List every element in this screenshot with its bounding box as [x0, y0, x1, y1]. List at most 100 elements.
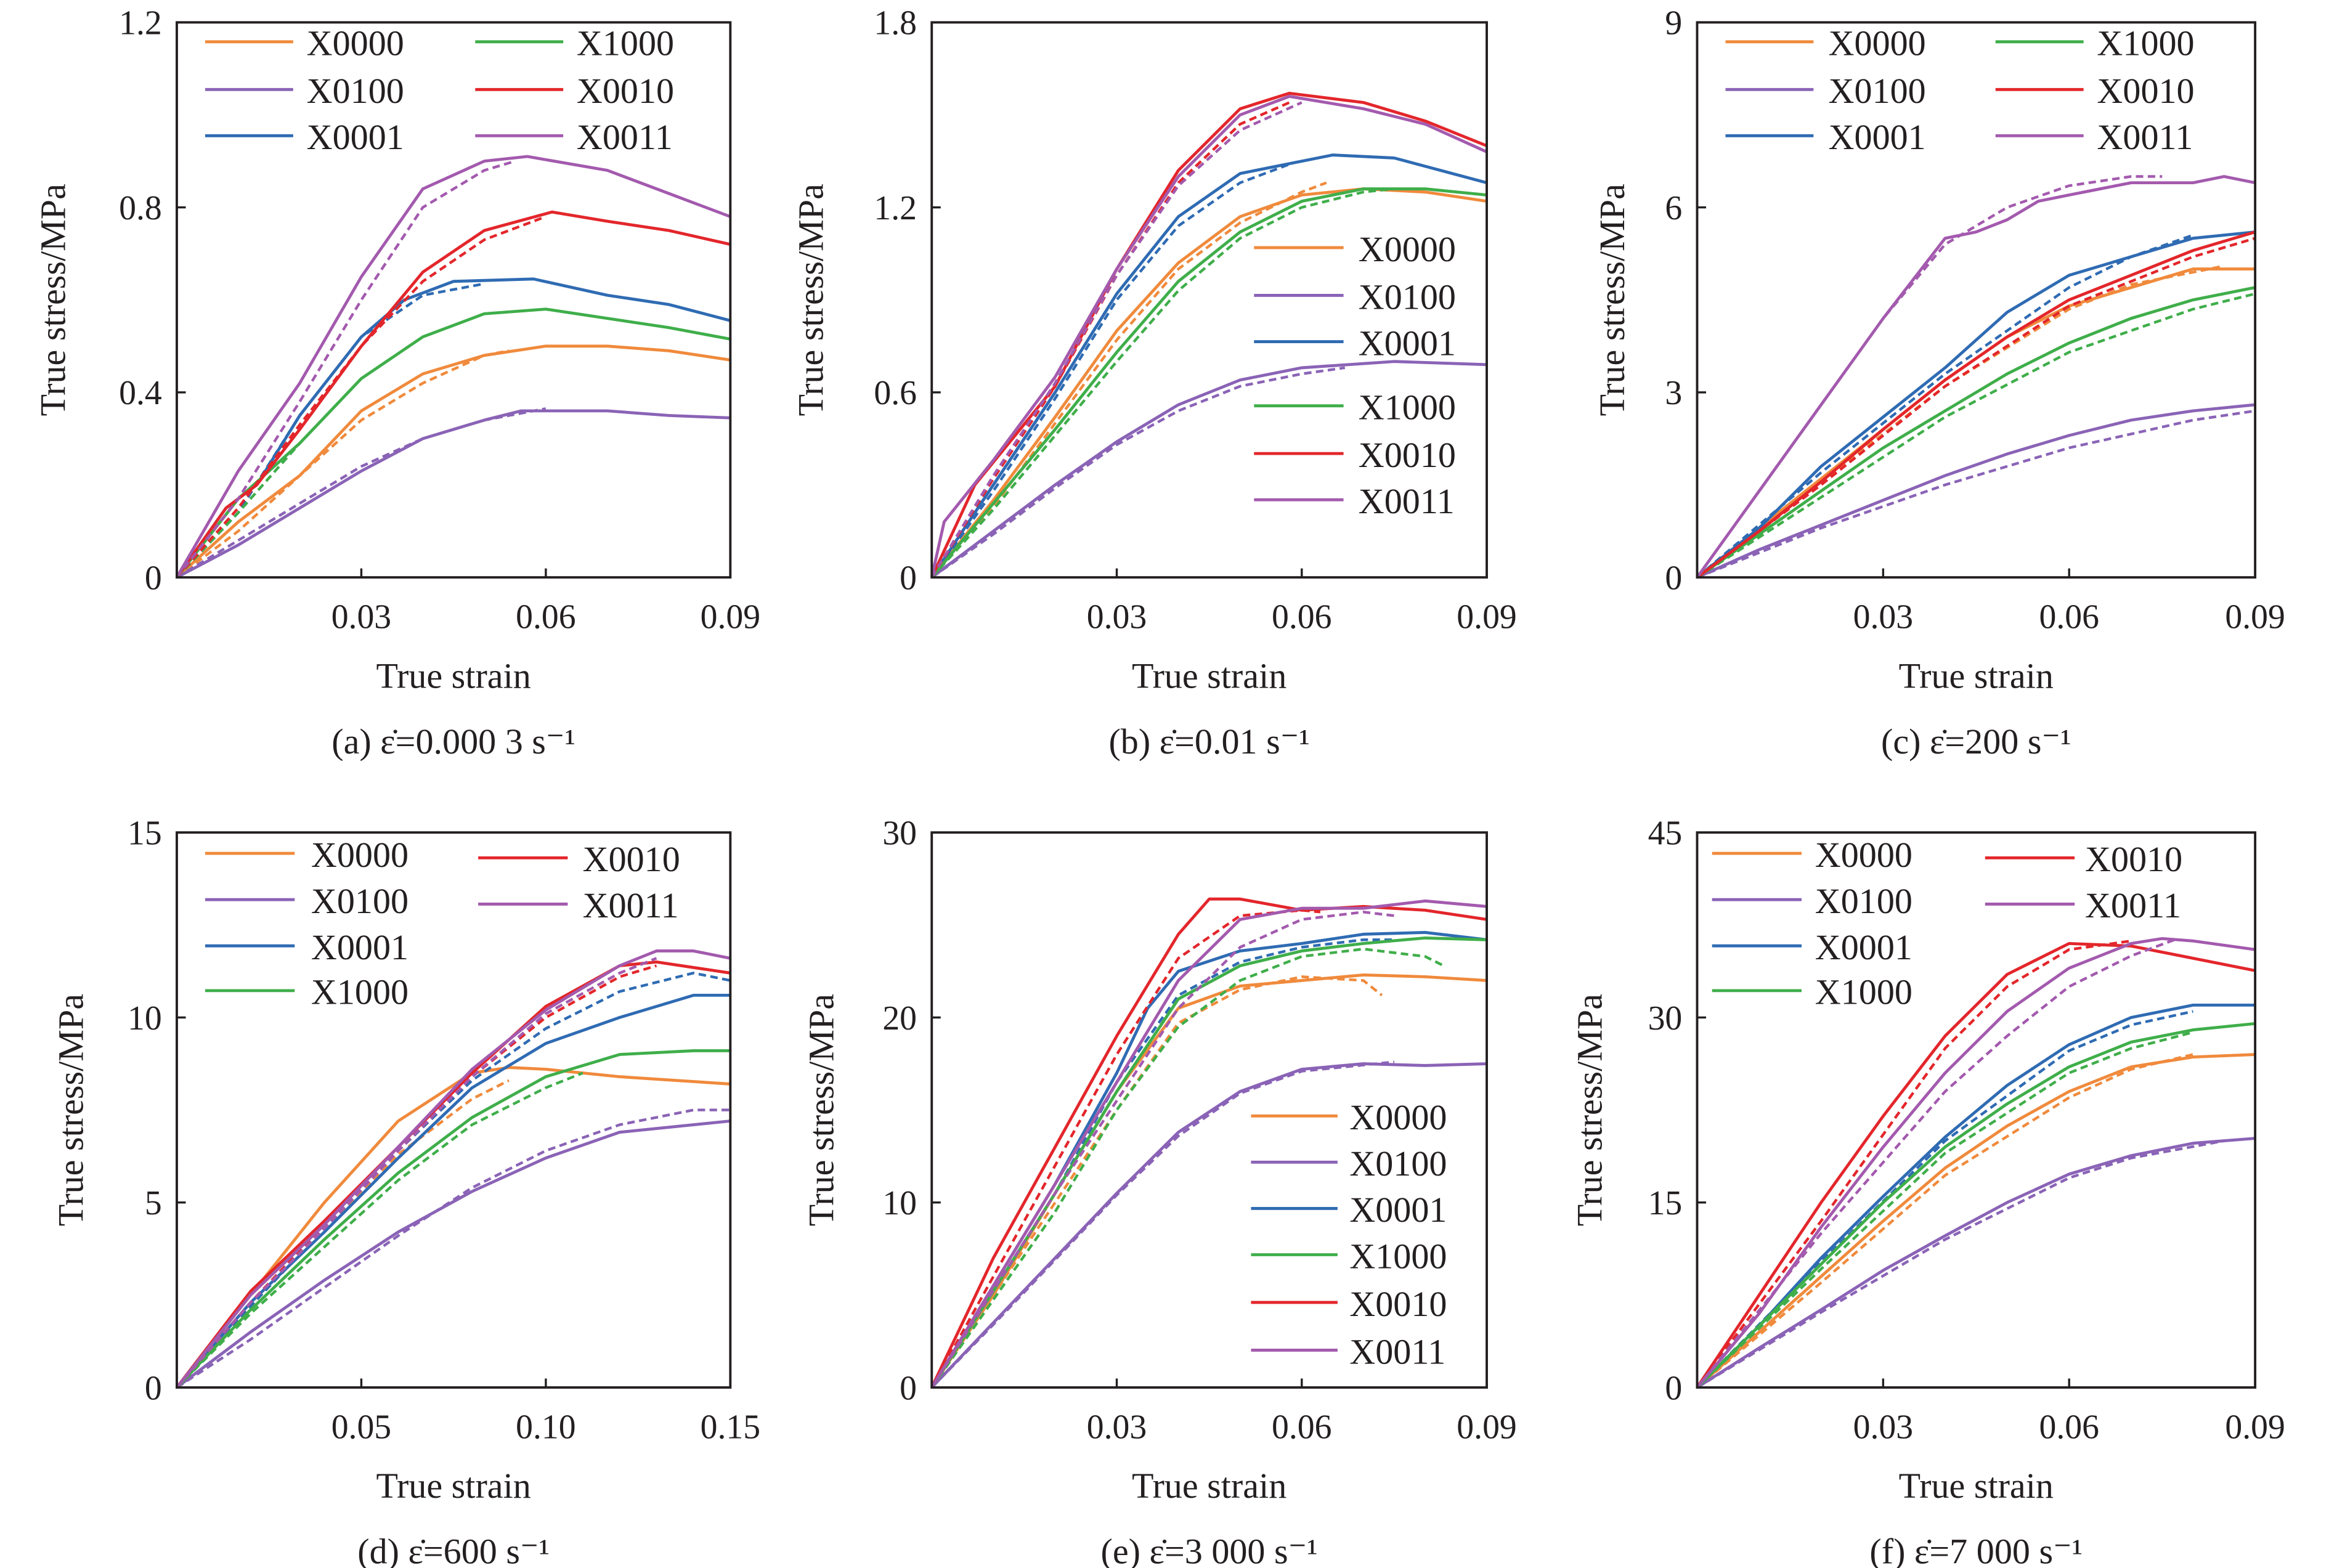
legend-label: X0001: [1815, 927, 1912, 967]
series-X0100-dashed: [930, 366, 1346, 579]
series-X1000-dashed: [176, 317, 473, 579]
legend-label: X0001: [1359, 323, 1456, 363]
series-X0010-solid: [175, 210, 731, 579]
x-tick-label: 0.03: [1087, 598, 1147, 636]
x-axis-label: True strain: [376, 1466, 531, 1506]
y-tick-label: 15: [1648, 1184, 1683, 1222]
x-tick-label: 0.09: [1457, 1408, 1516, 1446]
legend-label: X0000: [1815, 835, 1912, 875]
y-tick-label: 10: [128, 999, 162, 1038]
y-tick-label: 1.2: [874, 189, 917, 227]
y-tick-label: 0: [1665, 1369, 1682, 1407]
x-axis-label: True strain: [1899, 1466, 2054, 1506]
y-tick-label: 15: [128, 814, 162, 853]
y-tick-label: 1.8: [874, 4, 917, 43]
series-X0010-solid: [1696, 230, 2256, 579]
y-axis-label: True stress/MPa: [33, 184, 73, 416]
series-X0011-solid: [176, 949, 731, 1389]
legend: X0000 X0100 X0001 X1000 X0010 X0011: [205, 835, 680, 1012]
legend: X0000 X0100 X0001 X1000 X0010 X0011: [1254, 229, 1456, 521]
legend-label: X1000: [311, 972, 408, 1012]
series-X0100-solid: [176, 409, 731, 579]
series-X0000-solid: [176, 344, 731, 579]
panel-caption: (f) ε̇=7 000 s⁻¹: [1869, 1532, 2083, 1568]
x-tick-label: 0.03: [331, 598, 391, 636]
legend-label: X0011: [2085, 885, 2181, 925]
y-tick-label: 0.4: [119, 374, 162, 412]
series-X0001-solid: [930, 153, 1487, 579]
legend-label: X1000: [577, 23, 674, 63]
panel-caption: (b) ε̇=0.01 s⁻¹: [1108, 721, 1309, 762]
legend-label: X0001: [311, 927, 408, 967]
series-X0000-solid: [176, 1066, 731, 1389]
panel-f: 0 15 30 45 0.03 0.06 0.09 True strain True stres…: [1570, 814, 2285, 1568]
series-X1000-dashed: [1696, 292, 2256, 579]
panel-caption: (c) ε̇=200 s⁻¹: [1881, 721, 2071, 762]
panel-caption: (e) ε̇=3 000 s⁻¹: [1101, 1532, 1318, 1568]
x-tick-label: 0.09: [2225, 1408, 2285, 1446]
y-tick-label: 3: [1665, 374, 1682, 412]
x-tick-label: 0.03: [1853, 1408, 1913, 1446]
legend-label: X0010: [1349, 1284, 1447, 1324]
legend-label: X1000: [2097, 23, 2194, 63]
series-X0000-solid: [1696, 1053, 2256, 1389]
series-X0011-dashed: [176, 957, 657, 1389]
legend-label: X0000: [1349, 1097, 1447, 1137]
y-tick-label: 0: [900, 1369, 917, 1407]
plot-frame: [930, 21, 1488, 579]
legend: X0000 X0100 X0001 X1000 X0010 X0011: [1251, 1097, 1447, 1371]
plot-frame: [1696, 21, 2257, 579]
y-tick-label: 30: [882, 814, 917, 853]
series-X1000-dashed: [930, 948, 1445, 1389]
series-X0100-dashed: [176, 407, 547, 579]
y-tick-label: 0.8: [119, 189, 162, 227]
series-X0001-dashed: [1696, 1010, 2193, 1389]
series-X1000-dashed: [930, 187, 1395, 579]
series-X0011-dashed: [930, 911, 1395, 1389]
series-X0010-dashed: [930, 909, 1321, 1389]
plot-frame: [930, 831, 1488, 1389]
x-axis-label: True strain: [1132, 656, 1286, 696]
series-X0011-solid: [1696, 936, 2256, 1389]
x-tick-label: 0.09: [2225, 598, 2285, 636]
legend-label: X0001: [1829, 117, 1926, 157]
series-X0100-dashed: [1696, 1139, 2225, 1389]
series-X0100-solid: [930, 1062, 1487, 1389]
series-X0010-dashed: [930, 101, 1290, 579]
y-tick-label: 0: [145, 1369, 162, 1407]
x-tick-label: 0.03: [1087, 1408, 1147, 1446]
series-X1000-dashed: [1696, 1031, 2193, 1389]
panel-caption: (a) ε̇=0.000 3 s⁻¹: [331, 721, 575, 762]
legend-label: X0000: [307, 23, 404, 63]
y-tick-label: 0: [900, 559, 917, 597]
legend: X0000 X0100 X0001 X1000 X0010 X0011: [1712, 835, 2182, 1012]
legend-label: X0011: [577, 117, 673, 157]
series-X0000-dashed: [930, 975, 1383, 1389]
series-X0000-dashed: [1696, 1053, 2193, 1389]
x-tick-label: 0.06: [1272, 598, 1331, 636]
legend-label: X0000: [1829, 23, 1926, 63]
y-tick-label: 0: [145, 559, 162, 597]
y-tick-label: 0: [1665, 559, 1682, 597]
series-X0011-dashed: [176, 160, 516, 579]
series-X0100-dashed: [1696, 409, 2256, 579]
x-tick-label: 0.06: [2039, 598, 2099, 636]
panel-caption: (d) ε̇=600 s⁻¹: [357, 1532, 550, 1568]
series-X1000-solid: [176, 1049, 731, 1389]
series-X0011-solid: [175, 155, 731, 579]
series-X0100-dashed: [930, 1060, 1395, 1389]
series-X0100-solid: [176, 1119, 731, 1389]
y-axis-label: True stress/MPa: [1592, 184, 1632, 416]
panel-e: 0 10 20 30 0.03 0.06 0.09 True strain True stres…: [801, 814, 1516, 1568]
x-tick-label: 0.03: [1853, 598, 1913, 636]
legend-label: X0010: [583, 839, 680, 879]
y-axis-label: True stress/MPa: [1570, 994, 1610, 1226]
legend-label: X0100: [1815, 881, 1912, 921]
x-tick-label: 0.15: [701, 1408, 760, 1446]
plot-frame: [176, 831, 732, 1389]
legend-label: X0100: [1829, 71, 1926, 111]
legend-label: X0010: [1359, 435, 1456, 475]
y-tick-label: 9: [1665, 4, 1682, 43]
x-tick-label: 0.05: [331, 1408, 391, 1446]
